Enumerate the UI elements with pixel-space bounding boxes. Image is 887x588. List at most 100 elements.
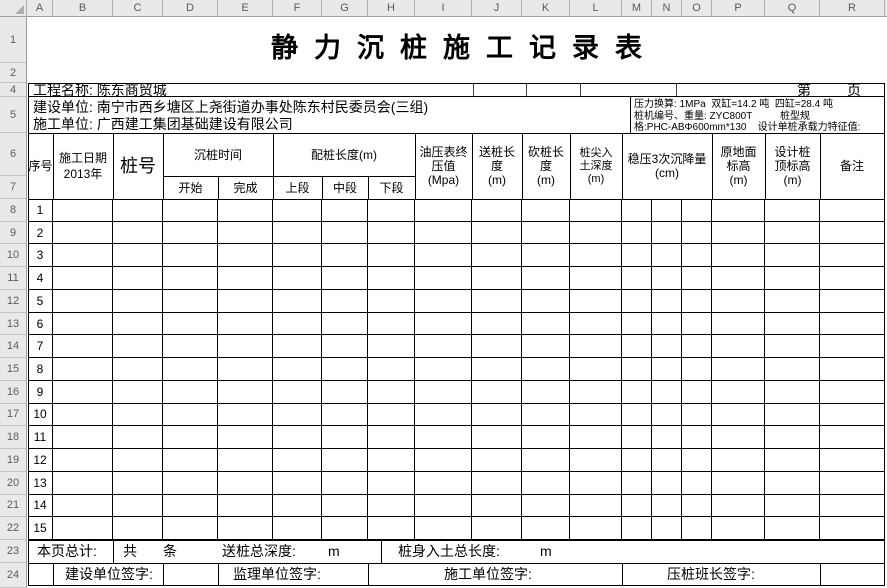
column-header-H[interactable]: H: [368, 0, 415, 16]
data-cell[interactable]: [682, 426, 712, 450]
data-cell[interactable]: [522, 426, 570, 450]
data-cell[interactable]: [570, 312, 622, 336]
data-cell[interactable]: [652, 449, 682, 472]
data-cell[interactable]: [415, 494, 472, 518]
data-cell[interactable]: [273, 449, 322, 472]
data-cell[interactable]: [522, 517, 570, 540]
data-cell[interactable]: [368, 403, 415, 427]
data-cell[interactable]: [53, 221, 113, 245]
data-cell[interactable]: [682, 267, 712, 290]
row-header-14[interactable]: 14: [0, 335, 26, 359]
data-cell[interactable]: [522, 494, 570, 518]
data-cell[interactable]: [273, 289, 322, 313]
data-cell[interactable]: [820, 221, 885, 245]
data-cell[interactable]: [53, 471, 113, 495]
row-header-24[interactable]: 24: [0, 563, 26, 588]
data-cell[interactable]: [322, 267, 368, 290]
data-cell[interactable]: [218, 199, 273, 222]
data-cell[interactable]: [622, 244, 652, 268]
data-cell[interactable]: [622, 517, 652, 540]
data-cell[interactable]: [472, 426, 522, 450]
data-cell[interactable]: [622, 403, 652, 427]
data-cell[interactable]: [682, 244, 712, 268]
seq-cell[interactable]: 7: [28, 335, 53, 359]
data-cell[interactable]: [322, 312, 368, 336]
row-header-23[interactable]: 23: [0, 540, 26, 563]
data-cell[interactable]: [765, 380, 820, 404]
row-header-6[interactable]: 6: [0, 133, 26, 176]
data-cell[interactable]: [712, 267, 765, 290]
data-cell[interactable]: [368, 517, 415, 540]
data-cell[interactable]: [622, 267, 652, 290]
header-seq[interactable]: 序号: [28, 159, 53, 173]
data-cell[interactable]: [652, 494, 682, 518]
data-cell[interactable]: [682, 358, 712, 381]
data-cell[interactable]: [368, 335, 415, 359]
data-cell[interactable]: [765, 449, 820, 472]
data-cell[interactable]: [53, 267, 113, 290]
data-cell[interactable]: [682, 335, 712, 359]
column-header-N[interactable]: N: [652, 0, 682, 16]
data-cell[interactable]: [652, 244, 682, 268]
data-cell[interactable]: [652, 221, 682, 245]
column-header-O[interactable]: O: [682, 0, 712, 16]
data-cell[interactable]: [820, 335, 885, 359]
data-cell[interactable]: [622, 380, 652, 404]
data-cell[interactable]: [273, 244, 322, 268]
data-cell[interactable]: [163, 403, 218, 427]
header-oil-pressure[interactable]: 油压表终 压值 (Mpa): [419, 145, 468, 187]
data-cell[interactable]: [163, 289, 218, 313]
data-cell[interactable]: [322, 380, 368, 404]
data-cell[interactable]: [322, 471, 368, 495]
row-header-22[interactable]: 22: [0, 517, 26, 540]
seq-cell[interactable]: 3: [28, 244, 53, 268]
header-date[interactable]: 施工日期 2013年: [58, 151, 107, 181]
row-header-1[interactable]: 1: [0, 17, 26, 63]
data-cell[interactable]: [472, 494, 522, 518]
seq-cell[interactable]: 11: [28, 426, 53, 450]
data-cell[interactable]: [712, 403, 765, 427]
data-cell[interactable]: [622, 221, 652, 245]
data-cell[interactable]: [415, 199, 472, 222]
column-header-G[interactable]: G: [322, 0, 368, 16]
data-cell[interactable]: [522, 312, 570, 336]
data-cell[interactable]: [218, 449, 273, 472]
data-cell[interactable]: [820, 494, 885, 518]
row-header-11[interactable]: 11: [0, 267, 26, 290]
data-cell[interactable]: [163, 221, 218, 245]
seq-cell[interactable]: 5: [28, 289, 53, 313]
data-cell[interactable]: [522, 199, 570, 222]
data-cell[interactable]: [765, 335, 820, 359]
header-design-elevation[interactable]: 设计桩 顶标高 (m): [774, 145, 811, 187]
data-cell[interactable]: [163, 517, 218, 540]
data-cell[interactable]: [163, 312, 218, 336]
data-cell[interactable]: [163, 426, 218, 450]
data-cell[interactable]: [570, 471, 622, 495]
seq-cell[interactable]: 13: [28, 471, 53, 495]
data-cell[interactable]: [820, 267, 885, 290]
column-header-K[interactable]: K: [522, 0, 570, 16]
row-header-21[interactable]: 21: [0, 495, 26, 518]
data-cell[interactable]: [368, 449, 415, 472]
column-header-M[interactable]: M: [622, 0, 652, 16]
data-cell[interactable]: [368, 289, 415, 313]
row-header-5[interactable]: 5: [0, 97, 26, 133]
data-cell[interactable]: [273, 403, 322, 427]
data-cell[interactable]: [522, 289, 570, 313]
data-cell[interactable]: [820, 244, 885, 268]
data-cell[interactable]: [472, 244, 522, 268]
data-cell[interactable]: [712, 494, 765, 518]
row-header-8[interactable]: 8: [0, 199, 26, 222]
data-cell[interactable]: [415, 221, 472, 245]
data-cell[interactable]: [472, 221, 522, 245]
data-cell[interactable]: [113, 335, 163, 359]
data-cell[interactable]: [113, 312, 163, 336]
data-cell[interactable]: [368, 426, 415, 450]
data-cell[interactable]: [415, 471, 472, 495]
data-cell[interactable]: [712, 221, 765, 245]
data-cell[interactable]: [712, 244, 765, 268]
data-cell[interactable]: [820, 289, 885, 313]
data-cell[interactable]: [218, 358, 273, 381]
data-cell[interactable]: [622, 494, 652, 518]
row-header-9[interactable]: 9: [0, 222, 26, 245]
